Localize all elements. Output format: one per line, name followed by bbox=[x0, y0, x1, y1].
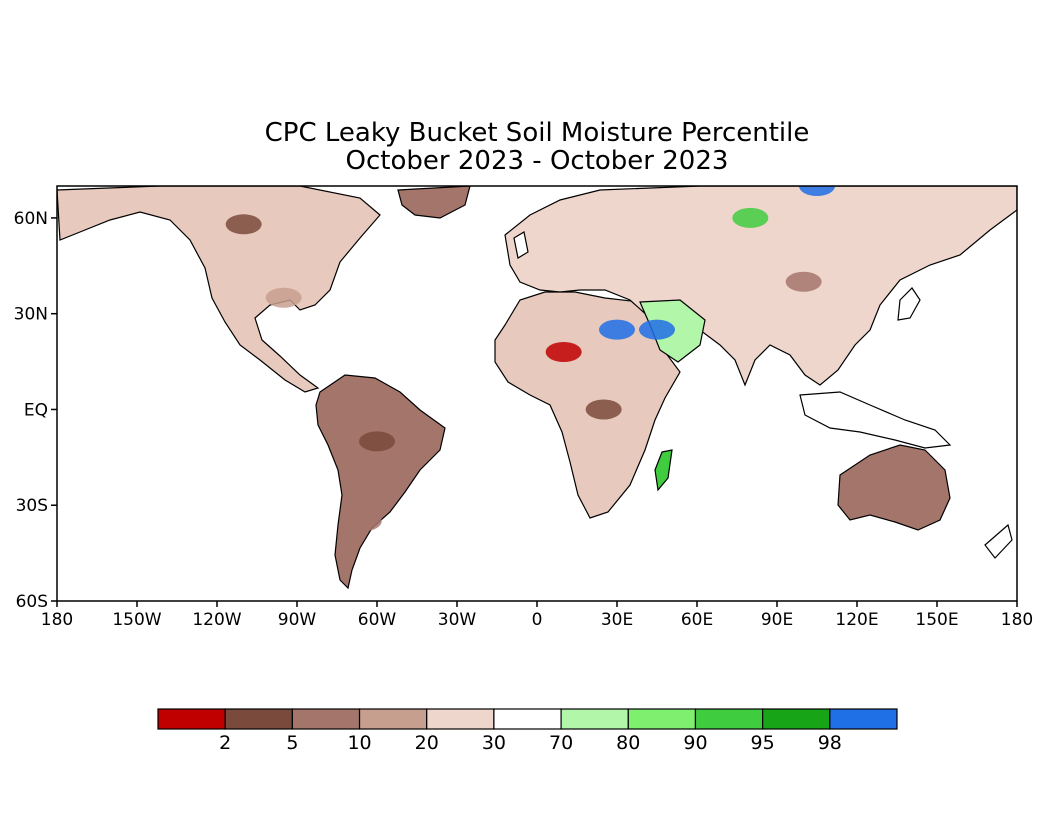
southeast-asia-islands bbox=[799, 391, 952, 449]
lon-tick-label: 30E bbox=[601, 610, 633, 630]
lon-tick-label: 60W bbox=[358, 610, 397, 630]
legend-swatch bbox=[560, 708, 629, 730]
lon-tick-label: 120W bbox=[192, 610, 241, 630]
africa-landmass bbox=[494, 291, 681, 519]
lon-tick-label: 90E bbox=[761, 610, 793, 630]
lat-tick-label: 30N bbox=[14, 305, 48, 325]
north-america-landmass bbox=[57, 186, 381, 393]
lon-tick-label: 0 bbox=[532, 610, 543, 630]
anomaly-patch-11 bbox=[799, 186, 835, 196]
legend-label: 90 bbox=[683, 732, 707, 754]
anomaly-patch-6 bbox=[639, 319, 675, 340]
anomaly-patch-9 bbox=[785, 271, 822, 292]
lat-tick-label: EQ bbox=[24, 400, 48, 420]
anomaly-patch-8 bbox=[732, 207, 769, 228]
new-zealand-landmass bbox=[984, 523, 1013, 559]
legend-swatch bbox=[694, 708, 764, 730]
legend-label: 5 bbox=[286, 732, 298, 754]
lat-tick-label: 30S bbox=[16, 496, 48, 516]
anomaly-patch-5 bbox=[585, 399, 622, 420]
madagascar-landmass bbox=[654, 449, 673, 492]
legend-label: 70 bbox=[549, 732, 573, 754]
anomaly-patch-7 bbox=[599, 319, 635, 340]
british-isles-landmass bbox=[513, 231, 529, 259]
color-legend: 2 5 10 20 30 70 80 90 95 98 bbox=[157, 708, 898, 754]
anomaly-patch-3 bbox=[345, 511, 382, 532]
eurasia-landmass bbox=[504, 186, 1017, 387]
lon-tick-label: 120E bbox=[835, 610, 878, 630]
latitude-axis: 60N 30N EQ 30S 60S bbox=[14, 209, 57, 612]
legend-label: 80 bbox=[616, 732, 640, 754]
anomaly-patches bbox=[225, 186, 915, 532]
legend-label: 2 bbox=[219, 732, 231, 754]
anomaly-patch-1 bbox=[265, 287, 302, 308]
legend-swatch bbox=[493, 708, 562, 730]
legend-swatch bbox=[291, 708, 361, 730]
lat-tick-label: 60N bbox=[14, 209, 48, 229]
legend-label: 95 bbox=[751, 732, 775, 754]
longitude-axis: 180 150W 120W 90W 60W 30W 0 30E 60E 90E 120E 150E 18… bbox=[41, 601, 1033, 630]
legend-swatch bbox=[358, 708, 428, 730]
legend-label: 20 bbox=[415, 732, 439, 754]
anomaly-patch-4 bbox=[545, 342, 582, 362]
legend-swatch bbox=[157, 708, 226, 730]
legend-swatch bbox=[762, 708, 831, 730]
lon-tick-label: 150E bbox=[915, 610, 958, 630]
south-america-landmass bbox=[315, 374, 446, 590]
map-title: CPC Leaky Bucket Soil Moisture Percentil… bbox=[265, 118, 810, 148]
legend-swatch bbox=[627, 708, 697, 730]
lon-tick-label: 180 bbox=[41, 610, 73, 630]
anomaly-patch-2 bbox=[359, 431, 395, 452]
lon-tick-label: 60E bbox=[681, 610, 713, 630]
map-area bbox=[57, 186, 1017, 601]
lon-tick-label: 180 bbox=[1001, 610, 1033, 630]
lon-tick-label: 90W bbox=[278, 610, 317, 630]
legend-swatch bbox=[829, 708, 898, 730]
anomaly-patch-0 bbox=[225, 214, 262, 235]
map-subtitle: October 2023 - October 2023 bbox=[346, 146, 729, 176]
japan-landmass bbox=[897, 287, 921, 321]
lat-tick-label: 60S bbox=[16, 592, 48, 612]
legend-swatch bbox=[224, 708, 293, 730]
lon-tick-label: 30W bbox=[438, 610, 477, 630]
legend-label: 98 bbox=[818, 732, 842, 754]
greenland-landmass bbox=[397, 186, 471, 219]
anomaly-patch-10 bbox=[879, 479, 915, 500]
legend-label: 30 bbox=[482, 732, 506, 754]
legend-swatch bbox=[426, 708, 495, 730]
lon-tick-label: 150W bbox=[112, 610, 161, 630]
legend-label: 10 bbox=[347, 732, 371, 754]
